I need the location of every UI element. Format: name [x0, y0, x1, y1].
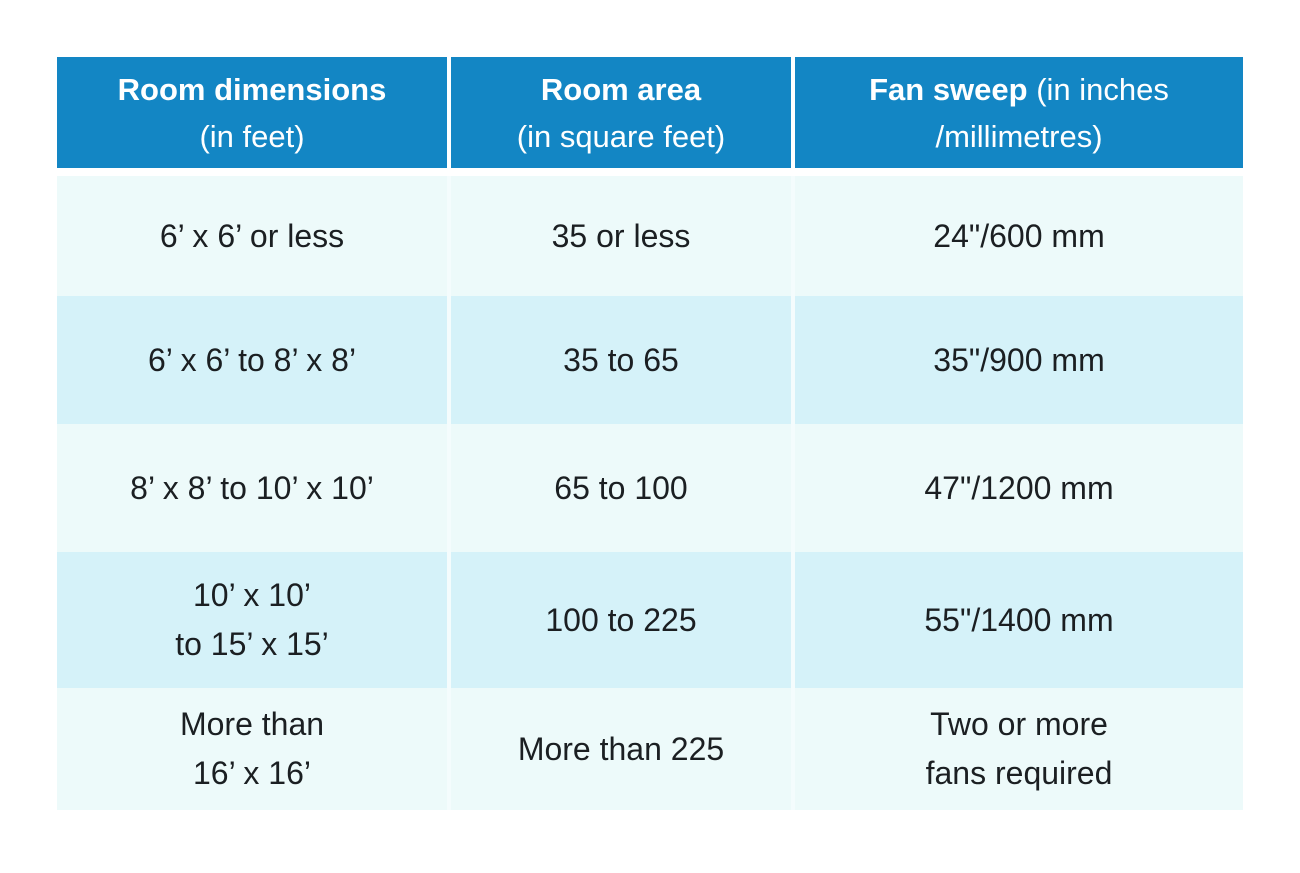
cell-text: 10’ x 10’: [193, 577, 311, 613]
table-row: 6’ x 6’ or less 35 or less 24"/600 mm: [57, 176, 1243, 296]
cell-text: to 15’ x 15’: [175, 626, 329, 662]
cell-room-area: 35 or less: [451, 176, 791, 296]
header-line: Fan sweep (in inches: [869, 66, 1169, 113]
header-bold-text: Fan sweep: [869, 71, 1028, 107]
cell-text: 6’ x 6’ or less: [159, 217, 345, 254]
cell-text: fans required: [925, 755, 1113, 791]
header-room-area: Room area (in square feet): [451, 57, 791, 168]
fan-sweep-table: Room dimensions (in feet) Room area (in …: [57, 57, 1243, 810]
cell-room-dimensions: 6’ x 6’ to 8’ x 8’: [57, 296, 447, 424]
cell-text: 35"/900 mm: [933, 341, 1105, 378]
cell-text: 47"/1200 mm: [924, 469, 1114, 506]
cell-room-dimensions: More than 16’ x 16’: [57, 688, 447, 810]
cell-room-area: 35 to 65: [451, 296, 791, 424]
cell-text: 24"/600 mm: [933, 217, 1105, 254]
cell-fan-sweep: 55"/1400 mm: [795, 552, 1243, 688]
cell-fan-sweep: 24"/600 mm: [795, 176, 1243, 296]
cell-text: Two or more: [930, 706, 1108, 742]
cell-fan-sweep: 35"/900 mm: [795, 296, 1243, 424]
header-subline: /millimetres): [935, 118, 1103, 154]
cell-room-dimensions: 6’ x 6’ or less: [57, 176, 447, 296]
cell-text: More than 225: [517, 730, 725, 767]
cell-text: 65 to 100: [554, 469, 688, 506]
cell-text: 8’ x 8’ to 10’ x 10’: [130, 469, 374, 506]
header-room-dimensions: Room dimensions (in feet): [57, 57, 447, 168]
table-row: 10’ x 10’ to 15’ x 15’ 100 to 225 55"/14…: [57, 552, 1243, 688]
cell-fan-sweep: Two or more fans required: [795, 688, 1243, 810]
cell-room-area: More than 225: [451, 688, 791, 810]
table-body: 6’ x 6’ or less 35 or less 24"/600 mm 6’…: [57, 176, 1243, 810]
table-row: 6’ x 6’ to 8’ x 8’ 35 to 65 35"/900 mm: [57, 296, 1243, 424]
cell-text: 6’ x 6’ to 8’ x 8’: [147, 341, 357, 378]
table-row: More than 16’ x 16’ More than 225 Two or…: [57, 688, 1243, 810]
header-bold-text: Room area: [540, 71, 702, 107]
header-subline: (in square feet): [516, 118, 726, 154]
header-line: Room area: [541, 66, 701, 113]
cell-text: 35 or less: [551, 217, 691, 254]
cell-fan-sweep: 47"/1200 mm: [795, 424, 1243, 552]
header-subline: (in feet): [199, 118, 305, 154]
header-normal-text: (in inches: [1027, 71, 1169, 107]
table-header-row: Room dimensions (in feet) Room area (in …: [57, 57, 1243, 168]
cell-room-dimensions: 8’ x 8’ to 10’ x 10’: [57, 424, 447, 552]
cell-room-dimensions: 10’ x 10’ to 15’ x 15’: [57, 552, 447, 688]
header-fan-sweep: Fan sweep (in inches /millimetres): [795, 57, 1243, 168]
cell-text: 35 to 65: [563, 341, 679, 378]
cell-room-area: 100 to 225: [451, 552, 791, 688]
cell-text: 100 to 225: [545, 601, 697, 638]
cell-text: 55"/1400 mm: [924, 601, 1114, 638]
cell-text: More than: [179, 706, 325, 742]
cell-room-area: 65 to 100: [451, 424, 791, 552]
table-row: 8’ x 8’ to 10’ x 10’ 65 to 100 47"/1200 …: [57, 424, 1243, 552]
cell-text: 16’ x 16’: [193, 755, 311, 791]
header-bold-text: Room dimensions: [117, 71, 387, 107]
header-line: Room dimensions: [118, 66, 387, 113]
